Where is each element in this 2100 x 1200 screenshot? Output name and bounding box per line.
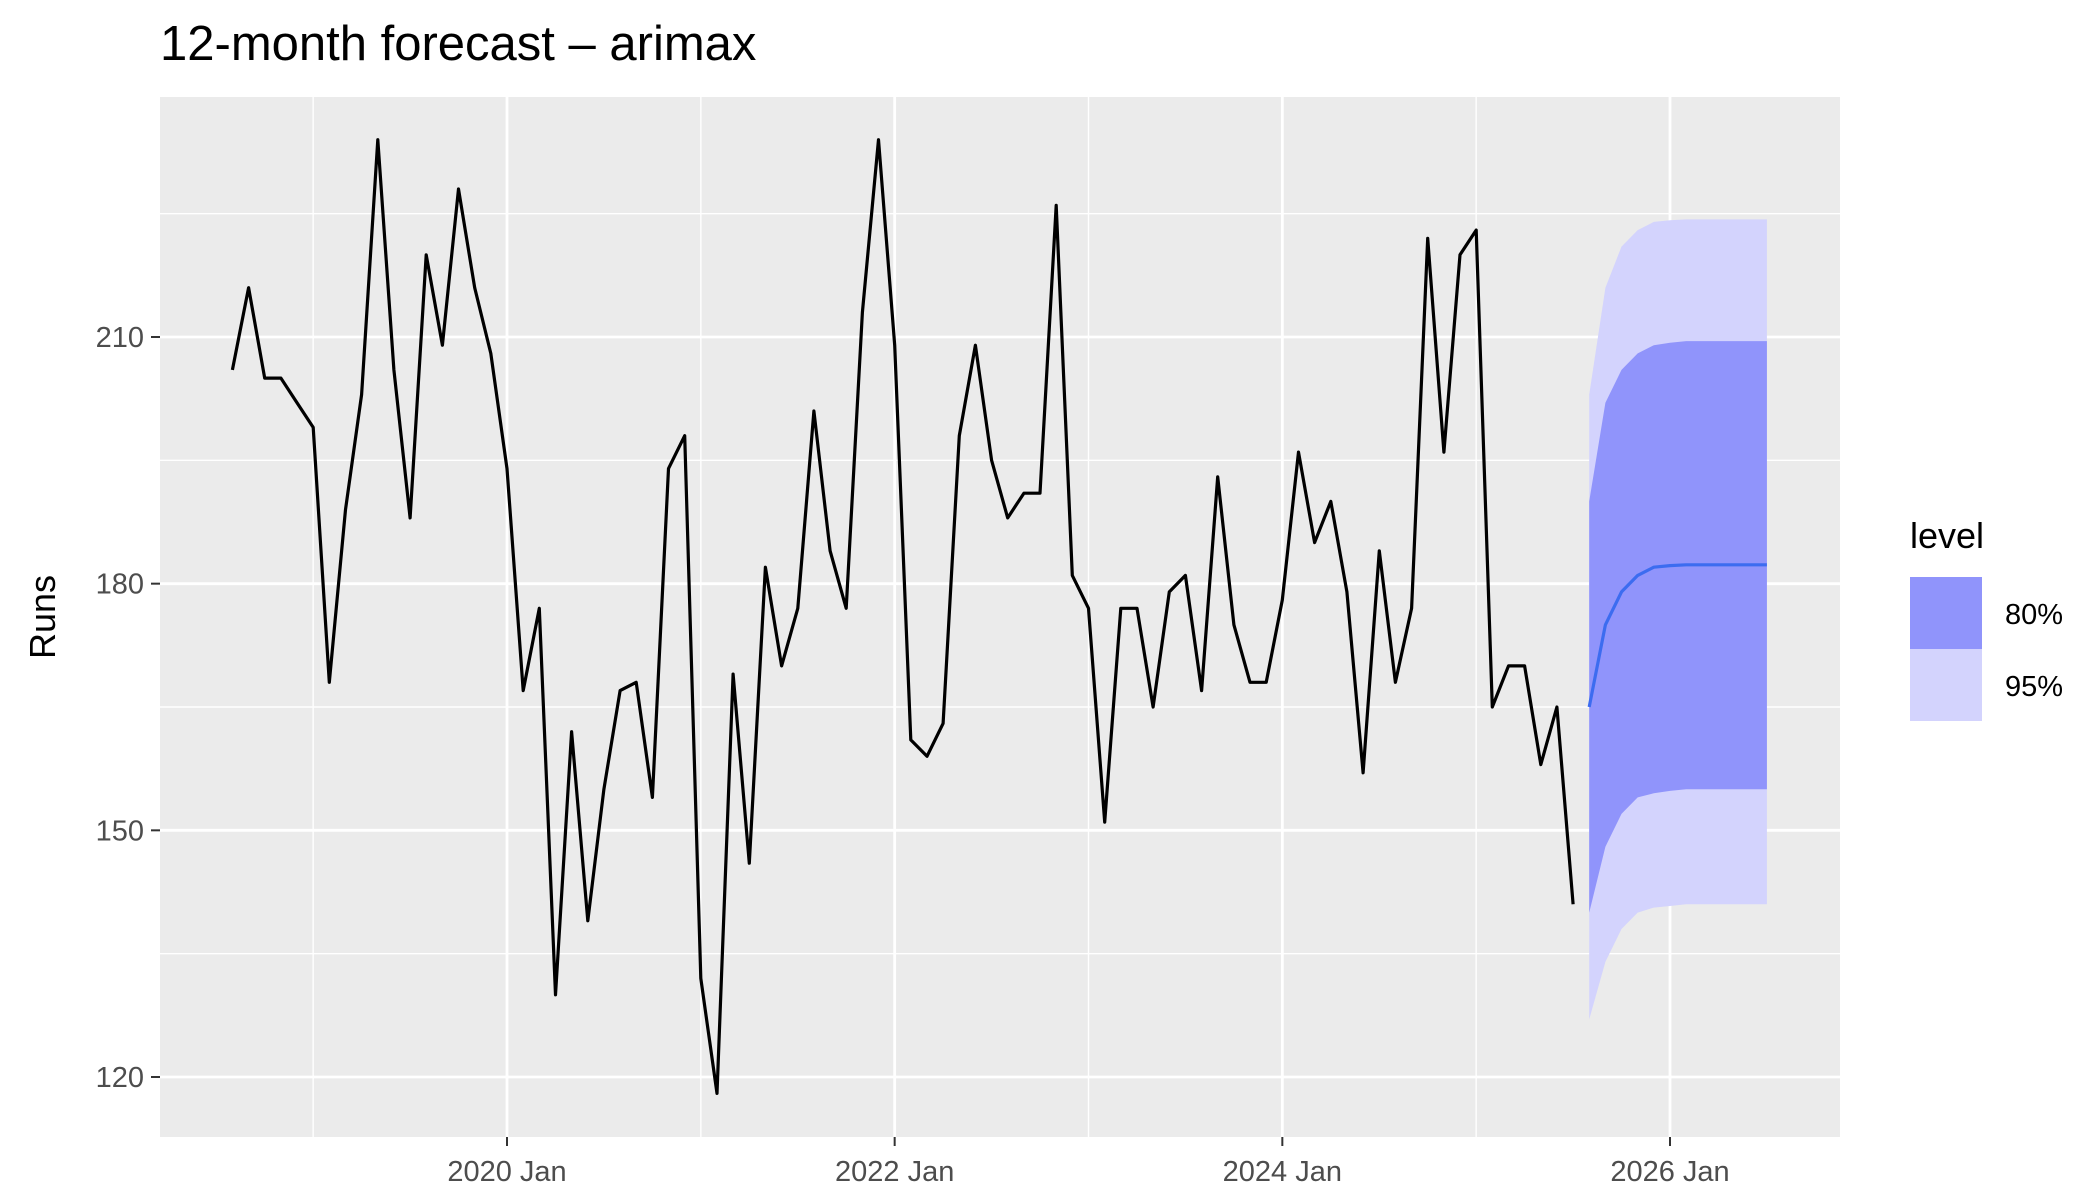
prediction-intervals: [1589, 219, 1767, 1020]
x-axis: 2020 Jan 2022 Jan 2024 Jan 2026 Jan: [447, 1137, 1730, 1188]
y-tick-label: 150: [96, 815, 144, 847]
x-tick-label: 2022 Jan: [835, 1156, 954, 1188]
legend: level 80% 95%: [1910, 515, 2063, 721]
x-tick-label: 2024 Jan: [1223, 1156, 1342, 1188]
x-tick-label: 2026 Jan: [1610, 1156, 1729, 1188]
legend-key-95pct: [1910, 649, 1982, 721]
legend-key-80pct: [1910, 577, 1982, 649]
y-axis: 120 150 180 210: [96, 322, 160, 1094]
history-series-line: [230, 138, 1575, 1095]
legend-label: 95%: [2005, 671, 2063, 703]
forecast-mean-line: [1587, 563, 1767, 708]
y-tick-label: 120: [96, 1062, 144, 1094]
y-tick-label: 210: [96, 322, 144, 354]
y-axis-title: Runs: [22, 575, 63, 659]
minor-gridlines: [160, 97, 1840, 1137]
y-tick-label: 180: [96, 569, 144, 601]
chart-title: 12-month forecast – arimax: [160, 17, 756, 71]
plot-panel: [160, 97, 1840, 1137]
legend-label: 80%: [2005, 599, 2063, 631]
band-80: [1589, 341, 1767, 913]
legend-title: level: [1910, 515, 1984, 556]
x-tick-label: 2020 Jan: [447, 1156, 566, 1188]
